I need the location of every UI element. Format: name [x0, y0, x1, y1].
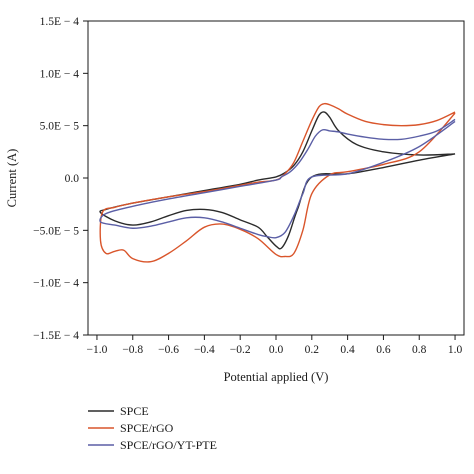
y-tick-label: 5.0E − 5: [40, 121, 80, 133]
y-tick-label: −1.5E − 4: [33, 330, 79, 342]
x-tick-label: 0.6: [376, 344, 391, 356]
x-tick-label: −0.2: [230, 344, 251, 356]
x-tick-label: 0.2: [305, 344, 320, 356]
y-tick-label: 0.0: [65, 173, 80, 185]
curves-group: [99, 102, 456, 263]
y-axis-label: Current (A): [5, 149, 19, 208]
legend-label-spce-rgo-yt-pte: SPCE/rGO/YT-PTE: [120, 438, 217, 452]
y-tick-label: −1.0E − 4: [33, 278, 79, 290]
x-axis-ticks: −1.0 −0.8 −0.6 −0.4 −0.2 0.0 0.2 0.4 0.6 0.8 1.0: [87, 335, 463, 356]
x-tick-label: 1.0: [448, 344, 463, 356]
x-tick-label: −0.4: [194, 344, 215, 356]
y-tick-label: −5.0E − 5: [33, 225, 79, 237]
x-tick-label: 0.4: [340, 344, 355, 356]
x-tick-label: −1.0: [87, 344, 108, 356]
x-tick-label: 0.0: [269, 344, 284, 356]
legend-label-spce-rgo: SPCE/rGO: [120, 421, 174, 435]
series-line-spce-rgo-yt-pte: [99, 118, 456, 239]
y-axis-ticks: −1.5E − 4 −1.0E − 4 −5.0E − 5 0.0 5.0E − 5 1.…: [33, 16, 88, 342]
y-tick-label: 1.5E − 4: [40, 16, 80, 28]
x-tick-label: −0.6: [158, 344, 179, 356]
series-line-spce: [99, 111, 456, 250]
x-tick-label: −0.8: [122, 344, 143, 356]
legend-label-spce: SPCE: [120, 404, 149, 418]
series-line-spce-rgo: [99, 102, 456, 263]
legend: SPCE SPCE/rGO SPCE/rGO/YT-PTE: [88, 404, 217, 452]
x-axis-label: Potential applied (V): [224, 370, 329, 384]
x-tick-label: 0.8: [412, 344, 427, 356]
y-tick-label: 1.0E − 4: [40, 68, 80, 80]
